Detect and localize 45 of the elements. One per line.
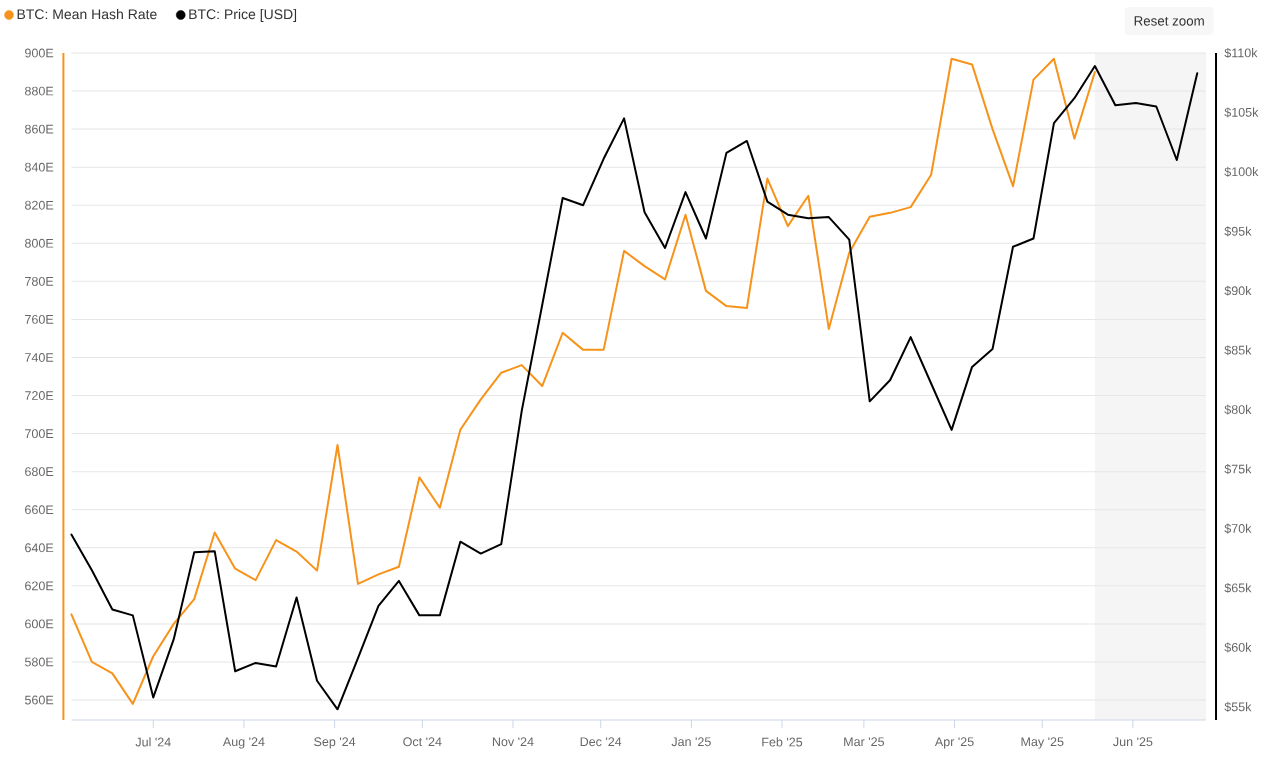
y-tick-label: 860E: [25, 124, 54, 134]
y-tick-label: 880E: [25, 86, 54, 96]
x-tick-label: Jan '25: [671, 737, 711, 747]
x-tick-label: Dec '24: [580, 737, 622, 747]
y-tick-label: 780E: [25, 276, 54, 286]
y-tick-label: 620E: [25, 581, 54, 591]
y-tick-label: 560E: [24, 695, 54, 705]
y2-tick-label: $80k: [1224, 404, 1252, 415]
y-tick-label: 900E: [25, 48, 54, 58]
y2-tick-label: $95k: [1224, 226, 1252, 237]
y2-tick-label: $65k: [1224, 582, 1252, 594]
y-tick-label: 640E: [25, 543, 54, 553]
x-tick-label: Oct '24: [403, 737, 442, 747]
x-tick-label: Jun '25: [1113, 737, 1153, 747]
y-tick-label: 720E: [25, 391, 54, 400]
y-tick-label: 660E: [25, 505, 54, 515]
y2-tick-label: $85k: [1224, 345, 1252, 356]
text: Reset zoom: [1134, 16, 1204, 26]
y2-tick-label: $110k: [1224, 47, 1258, 59]
y2-tick-label: $75k: [1224, 464, 1252, 475]
x-tick-label: Nov '24: [492, 737, 534, 747]
x-tick-label: May '25: [1021, 737, 1064, 749]
y2-tick-label: $105k: [1224, 107, 1259, 118]
x-tick-label: Aug '24: [222, 737, 265, 749]
y-tick-label: 700E: [25, 429, 54, 439]
y2-tick-label: $90k: [1224, 285, 1252, 296]
legend-label: BTC: Mean Hash Rate: [17, 8, 157, 20]
y-tick-label: 800E: [25, 238, 54, 248]
y2-tick-label: $70k: [1224, 523, 1252, 534]
legend-label: BTC: Price [USD]: [189, 8, 297, 22]
y-tick-label: 760E: [25, 314, 54, 324]
x-tick-label: Jul '24: [135, 737, 171, 747]
y-tick-label: 840E: [25, 162, 54, 172]
y-tick-label: 740E: [25, 353, 54, 362]
y-tick-label: 580E: [24, 657, 54, 667]
y-tick-label: 820E: [25, 200, 54, 210]
y-tick-label: 680E: [25, 467, 54, 477]
y2-tick-label: $100k: [1224, 166, 1259, 177]
y-tick-label: 600E: [25, 619, 54, 629]
x-tick-label: Sep '24: [314, 737, 356, 749]
y2-tick-label: $60k: [1224, 642, 1252, 653]
x-tick-label: Apr '25: [934, 737, 974, 749]
x-tick-label: Feb '25: [762, 737, 803, 747]
x-tick-label: Mar '25: [844, 737, 885, 747]
y2-tick-label: $55k: [1224, 701, 1252, 712]
